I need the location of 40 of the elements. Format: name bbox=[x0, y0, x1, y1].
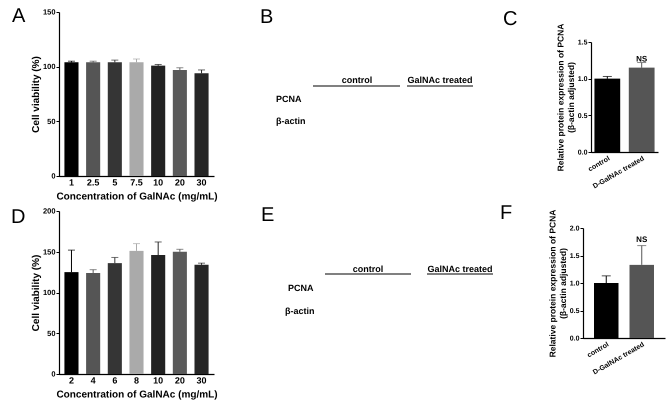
chart-title: D bbox=[11, 206, 26, 228]
x-tick-label: 7.5 bbox=[130, 178, 143, 188]
x-tick-label: 6 bbox=[112, 376, 118, 386]
text: β-actin bbox=[276, 116, 306, 126]
chart-title: C bbox=[503, 8, 518, 30]
x-tick-label: 2.5 bbox=[86, 178, 100, 188]
text: GalNAc treated bbox=[407, 75, 473, 85]
text: β-actin bbox=[285, 306, 314, 316]
x-tick-label: 8 bbox=[134, 376, 140, 386]
x-tick-label: 5 bbox=[112, 178, 118, 188]
text: PCNA bbox=[276, 94, 302, 104]
x-tick-label: 4 bbox=[90, 376, 96, 386]
text: control bbox=[342, 75, 372, 85]
bar bbox=[86, 272, 100, 374]
x-tick-label: 30 bbox=[196, 178, 207, 188]
bar bbox=[129, 62, 144, 176]
x-tick-label: 20 bbox=[174, 376, 185, 386]
y-axis-title: Relative protein expression of PCNA (β-actin adjusted) bbox=[547, 210, 568, 358]
x-axis-title: Concentration of GalNAc (mg/mL) bbox=[56, 192, 218, 202]
annotation: NS bbox=[636, 235, 648, 244]
x-tick-label: 1 bbox=[68, 178, 74, 188]
text: PCNA bbox=[288, 283, 314, 293]
x-tick-label: 30 bbox=[196, 376, 207, 386]
annotation: NS bbox=[636, 54, 648, 64]
chart-title: A bbox=[12, 5, 26, 27]
bar bbox=[194, 73, 209, 176]
x-tick-label: 20 bbox=[174, 178, 185, 188]
chart-title: F bbox=[500, 202, 512, 224]
text: GalNAc treated bbox=[427, 264, 493, 274]
bar bbox=[86, 62, 100, 176]
x-tick-label: 10 bbox=[153, 178, 164, 188]
text: E bbox=[261, 204, 274, 226]
x-tick-label: 10 bbox=[153, 376, 164, 386]
y-axis-title: Cell viability (%) bbox=[30, 254, 42, 332]
y-axis-title: Relative protein expression of PCNA (β-actin adjusted) bbox=[555, 24, 576, 172]
text: control bbox=[352, 264, 384, 274]
text: B bbox=[260, 6, 274, 28]
x-axis-title: Concentration of GalNAc (mg/mL) bbox=[56, 390, 218, 400]
x-tick-label: 2 bbox=[68, 376, 74, 386]
y-axis-title: Cell viability (%) bbox=[30, 56, 42, 133]
